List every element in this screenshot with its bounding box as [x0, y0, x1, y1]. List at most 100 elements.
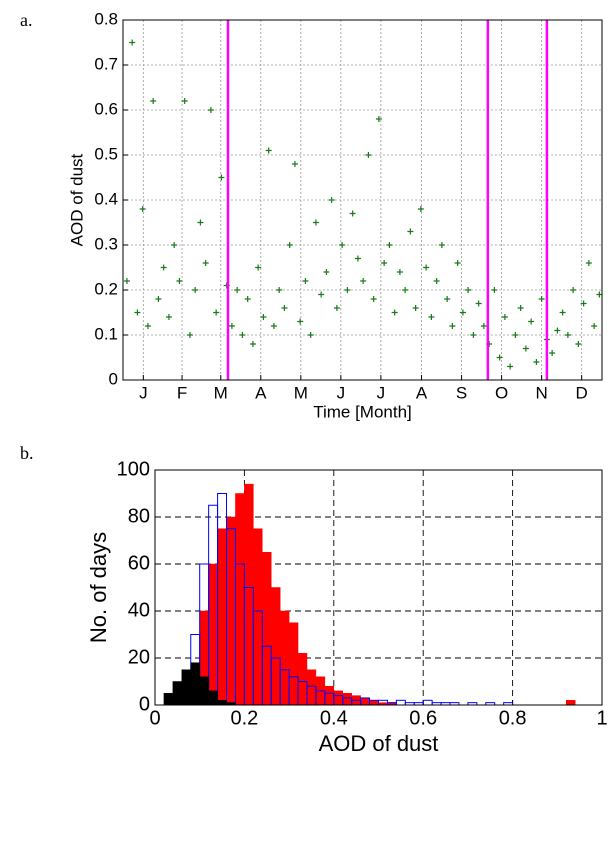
y-tick-label: 0.3 — [94, 234, 118, 253]
data-point — [207, 107, 214, 113]
data-point — [512, 332, 519, 338]
data-point — [202, 260, 209, 266]
data-point — [297, 318, 304, 325]
data-point — [402, 287, 409, 293]
x-tick-label: 0.4 — [320, 707, 348, 729]
data-point — [318, 291, 325, 298]
x-tick-label: J — [337, 383, 346, 402]
y-tick-label: 0.1 — [94, 324, 118, 343]
histogram-bar — [208, 690, 218, 706]
data-point — [407, 228, 414, 235]
data-point — [417, 206, 424, 212]
data-point — [475, 300, 482, 307]
data-point — [496, 354, 503, 361]
y-tick-label: 0.4 — [94, 189, 118, 208]
data-point — [375, 116, 382, 122]
plot-frame — [154, 469, 603, 706]
x-tick-label: O — [495, 383, 508, 402]
data-point — [596, 291, 603, 298]
histogram-bar — [253, 528, 263, 706]
x-tick-label: A — [416, 383, 428, 402]
data-point — [176, 278, 183, 284]
data-point — [328, 197, 335, 203]
x-tick-label: 0.6 — [409, 707, 437, 729]
x-tick-label: A — [255, 383, 267, 402]
data-point — [360, 278, 367, 284]
data-point — [344, 287, 351, 293]
data-point — [323, 269, 330, 275]
data-point — [433, 278, 440, 284]
x-tick-label: 1 — [596, 707, 607, 729]
data-point — [591, 323, 598, 329]
y-axis-label: No. of days — [86, 532, 111, 643]
histogram-bar — [208, 563, 218, 706]
data-point — [370, 296, 377, 302]
data-point — [312, 219, 319, 226]
data-point — [459, 309, 466, 316]
histogram-bar — [190, 662, 200, 706]
data-point — [538, 296, 545, 302]
histogram-bar — [163, 693, 174, 706]
data-point — [580, 300, 587, 307]
y-tick-label: 0.6 — [94, 99, 118, 118]
y-tick-label: 80 — [128, 505, 150, 527]
histogram-bar — [395, 699, 406, 706]
histogram-bar — [217, 700, 227, 706]
histogram-bar — [217, 528, 227, 706]
data-point — [281, 305, 288, 311]
y-tick-label: 40 — [128, 599, 150, 621]
data-point — [129, 39, 136, 46]
histogram-bar — [181, 669, 192, 706]
data-point — [491, 287, 498, 293]
data-point — [155, 296, 162, 302]
y-tick-label: 100 — [117, 458, 150, 480]
data-point — [381, 260, 388, 266]
data-point — [585, 260, 592, 266]
data-point — [302, 278, 309, 284]
data-point — [391, 309, 398, 316]
data-point — [265, 147, 272, 154]
data-point — [444, 296, 451, 302]
histogram-bar — [324, 685, 335, 706]
data-point — [349, 210, 356, 217]
data-point — [570, 287, 577, 293]
data-point — [517, 305, 524, 311]
data-point — [276, 287, 283, 293]
data-point — [192, 287, 199, 293]
histogram-bar — [244, 483, 254, 706]
data-point — [260, 314, 267, 320]
data-point — [291, 161, 298, 167]
histogram-bar — [288, 622, 299, 706]
y-tick-label: 20 — [128, 646, 150, 668]
histogram-bar — [306, 669, 317, 706]
histogram-bar — [270, 587, 281, 706]
x-tick-label: J — [139, 383, 148, 402]
data-point — [123, 278, 130, 284]
data-point — [507, 363, 514, 370]
data-point — [354, 255, 361, 262]
data-point — [480, 323, 487, 329]
data-point — [249, 341, 256, 347]
x-axis-label: Time [Month] — [313, 402, 412, 421]
data-point — [160, 264, 167, 271]
x-tick-label: D — [576, 383, 588, 402]
x-tick-label: 0.8 — [499, 707, 527, 729]
data-point — [339, 242, 346, 248]
data-point — [470, 332, 477, 338]
x-tick-label: M — [214, 383, 228, 402]
data-point — [333, 305, 340, 311]
histogram-bar — [262, 552, 272, 706]
histogram-bar — [422, 699, 433, 706]
data-point — [528, 318, 535, 325]
y-tick-label: 0.8 — [94, 9, 118, 28]
data-point — [186, 332, 193, 338]
y-axis-label: AOD of dust — [67, 153, 86, 246]
x-tick-label: F — [177, 383, 187, 402]
data-point — [171, 242, 178, 248]
panel-label: b. — [20, 443, 34, 463]
data-point — [465, 287, 472, 293]
data-point — [396, 269, 403, 275]
data-point — [501, 314, 508, 320]
x-tick-label: N — [535, 383, 547, 402]
